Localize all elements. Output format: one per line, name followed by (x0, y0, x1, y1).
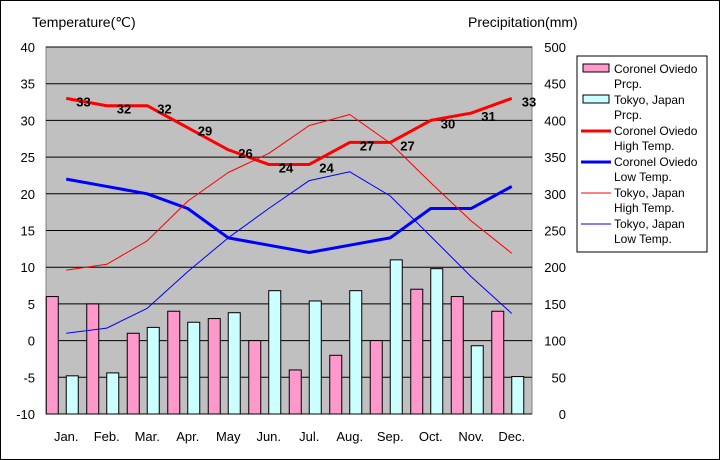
precipitation-bar (470, 345, 484, 415)
x-tick-label: May (216, 429, 241, 444)
precipitation-bar (369, 340, 383, 415)
precipitation-bar (268, 290, 282, 415)
y-right-tick-label: 450 (544, 77, 566, 92)
y-left-tick-label: 35 (21, 77, 35, 92)
y-right-tick-label: 350 (544, 150, 566, 165)
x-tick-label: Oct. (419, 429, 443, 444)
precipitation-bar (389, 259, 403, 415)
precipitation-bar (349, 290, 363, 415)
data-label: 31 (481, 109, 495, 124)
precipitation-bar (308, 300, 322, 415)
precipitation-bar (167, 310, 181, 415)
precipitation-bar (45, 296, 59, 415)
precipitation-bar (65, 375, 79, 415)
y-right-tick-label: 200 (544, 260, 566, 275)
y-left-tick-label: -10 (16, 407, 35, 422)
y-right-tick-label: 150 (544, 297, 566, 312)
precipitation-bar (207, 318, 221, 415)
y-left-tick-label: 5 (28, 297, 35, 312)
y-axis-left-ticks: 40 35 30 25 20 15 10 5 0 -5 -10 (16, 40, 35, 422)
legend-swatch (582, 63, 610, 73)
precipitation-bar (288, 369, 302, 415)
x-tick-label: Feb. (94, 429, 120, 444)
y-right-tick-label: 500 (544, 40, 566, 55)
precipitation-bar (410, 288, 424, 415)
data-label: 32 (157, 102, 171, 117)
y-left-tick-label: 15 (21, 224, 35, 239)
legend-label: Coronel Oviedo (614, 124, 698, 138)
precipitation-bar (126, 332, 140, 415)
x-tick-label: Aug. (336, 429, 363, 444)
temperature-lines (65, 96, 513, 334)
legend-box (576, 55, 708, 253)
data-label: 33 (76, 94, 90, 109)
y-left-tick-label: 20 (21, 187, 35, 202)
data-label: 27 (400, 138, 414, 153)
data-label: 27 (360, 138, 374, 153)
legend-label: Low Temp. (614, 170, 672, 184)
legend-label: Low Temp. (614, 232, 672, 246)
legend-label: Prcp. (614, 77, 642, 91)
data-label: 33 (522, 94, 536, 109)
x-tick-label: Mar. (135, 429, 160, 444)
x-tick-label: Apr. (176, 429, 199, 444)
precipitation-bar (329, 354, 343, 415)
data-labels: 33 32 32 29 26 24 24 27 27 30 31 33 (76, 94, 536, 175)
legend-label: Tokyo, Japan (614, 186, 685, 200)
legend-label: Tokyo, Japan (614, 93, 685, 107)
precipitation-bar (227, 312, 241, 415)
y-right-tick-label: 250 (544, 224, 566, 239)
legend-label: High Temp. (614, 201, 674, 215)
legend-label: High Temp. (614, 139, 674, 153)
precipitation-bar (491, 310, 505, 415)
legend-label: Coronel Oviedo (614, 155, 698, 169)
y-left-tick-label: -5 (23, 370, 35, 385)
y-right-tick-label: 400 (544, 113, 566, 128)
precipitation-bar (187, 321, 201, 415)
data-label: 24 (279, 160, 294, 175)
x-tick-label: Jul. (299, 429, 319, 444)
y-left-tick-label: 25 (21, 150, 35, 165)
y-left-tick-label: 0 (28, 334, 35, 349)
temperature-line (65, 177, 513, 255)
precipitation-bar (450, 296, 464, 415)
y-left-tick-label: 30 (21, 113, 35, 128)
precipitation-bar (86, 303, 100, 415)
data-label: 29 (198, 124, 212, 139)
y-right-tick-label: 100 (544, 334, 566, 349)
data-label: 26 (238, 146, 252, 161)
y-left-tick-label: 40 (21, 40, 35, 55)
data-label: 30 (441, 116, 455, 131)
temperature-line (65, 96, 513, 166)
y-right-tick-label: 50 (552, 370, 566, 385)
y-right-tick-label: 300 (544, 187, 566, 202)
y-right-tick-label: 0 (559, 407, 566, 422)
legend-label: Coronel Oviedo (614, 62, 698, 76)
precipitation-bar (146, 326, 160, 415)
y-axis-left-title: Temperature(℃) (32, 14, 136, 30)
x-tick-label: Sep. (377, 429, 404, 444)
temperature-line (66, 171, 513, 334)
temperature-line (66, 114, 513, 271)
y-left-tick-label: 10 (21, 260, 35, 275)
x-axis-ticks: Jan. Feb. Mar. Apr. May Jun. Jul. Aug. Sep. Oct. N… (54, 429, 525, 444)
precipitation-bar (511, 376, 525, 415)
data-label: 24 (319, 160, 334, 175)
x-tick-label: Nov. (458, 429, 484, 444)
x-tick-label: Dec. (498, 429, 525, 444)
precipitation-bar (106, 372, 120, 415)
precipitation-bars (45, 259, 525, 415)
x-tick-label: Jun. (256, 429, 281, 444)
legend-label: Prcp. (614, 108, 642, 122)
legend-label: Tokyo, Japan (614, 217, 685, 231)
precipitation-bar (430, 268, 444, 415)
x-tick-label: Jan. (54, 429, 79, 444)
legend-swatch (582, 94, 610, 104)
precipitation-bar (248, 340, 262, 415)
data-label: 32 (117, 102, 131, 117)
y-axis-right-title: Precipitation(mm) (468, 14, 578, 30)
